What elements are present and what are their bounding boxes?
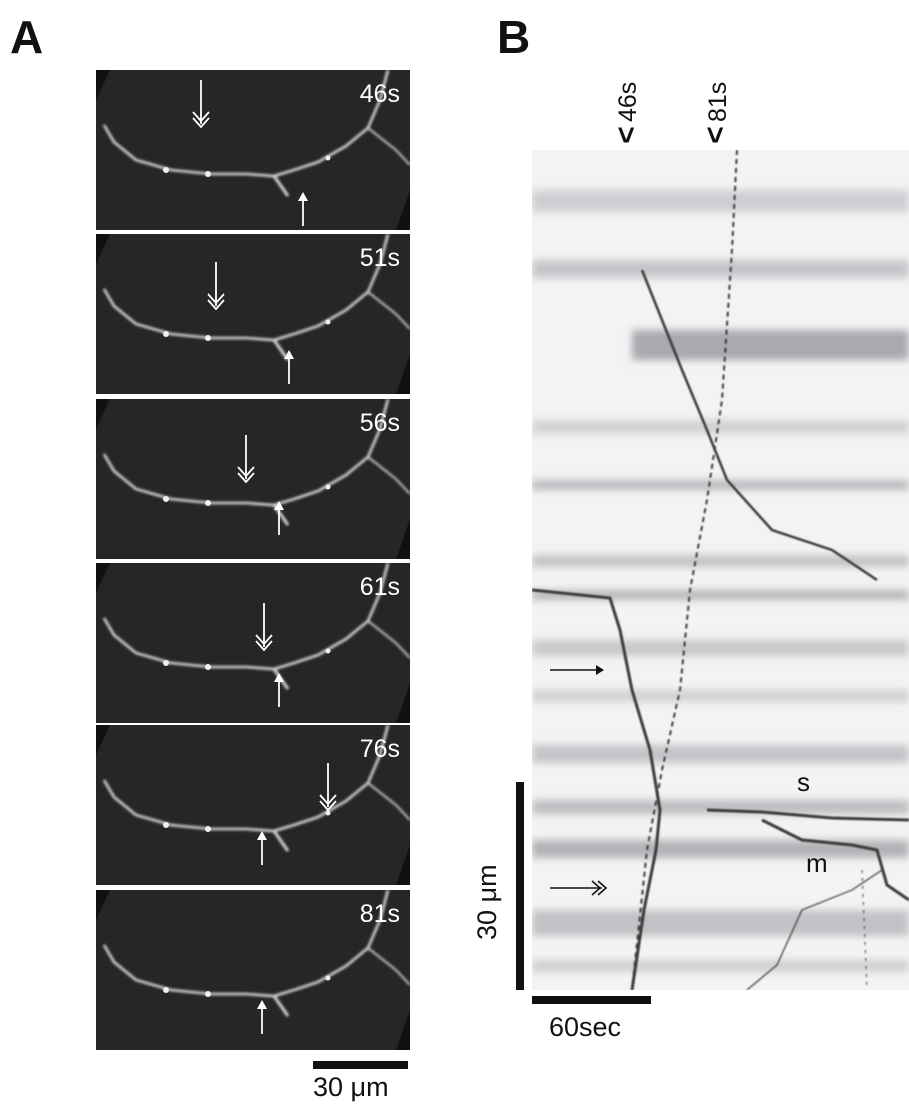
frame-time-label: 46s [359,80,400,108]
panel-a-frame: 76s [96,725,410,885]
kymo-top-label-46s: 46s [614,81,642,122]
frame-image [96,70,410,230]
single-arrow-icon [274,673,284,707]
single-arrow-icon [274,501,284,535]
kymo-background-bands [532,190,909,972]
kymo-track-upper [640,269,878,582]
kymo-track-faint [746,869,883,990]
frame-time-label: 81s [359,900,400,928]
panel-a-frame: 51s [96,234,410,394]
single-arrow-icon [257,1000,267,1034]
frame-image [96,234,410,394]
double-arrow-icon [255,603,273,652]
frame-time-label: 56s [359,409,400,437]
panel-a-scale-label: 30 μm [313,1072,389,1102]
kymo-track-double-arrow [631,150,738,990]
kymo-horizontal-scale-bar [532,996,651,1004]
kymo-arrows [550,665,608,896]
double-arrow-icon [207,262,225,311]
kymo-top-label-81s: 81s [704,81,732,122]
panel-a-frame: 81s [96,890,410,1050]
frame-time-label: 51s [359,244,400,272]
frame-image [96,725,410,885]
panel-a-letter: A [10,11,44,63]
double-arrow-icon [237,435,255,484]
single-arrow-icon [298,192,308,226]
panel-a-frame: 61s [96,563,410,723]
kymo-tracks [532,150,909,990]
panel-b-letter: B [497,11,531,63]
double-arrow-icon [192,80,210,129]
frame-time-label: 61s [359,573,400,601]
kymo-track-s [706,808,909,822]
frame-time-label: 76s [359,735,400,763]
frame-image [96,890,410,1050]
kymo-double-arrowhead-icon [591,880,608,896]
kymo-track-diagonal-arrow [532,588,662,990]
kymo-track-m [761,818,909,902]
frame-image [96,563,410,723]
frame-image [96,399,410,559]
caret-icon-81s: < [698,126,732,144]
kymo-horizontal-scale-label: 60sec [549,1012,622,1042]
kymo-label-s: s [797,767,810,797]
panel-a-frame: 56s [96,399,410,559]
caret-icon-46s: < [609,126,643,144]
single-arrow-icon [257,831,267,865]
panel-a-scale-bar [313,1061,408,1069]
single-arrow-icon [284,350,294,384]
kymo-vertical-scale-bar [516,782,524,990]
double-arrow-icon [319,763,337,812]
panel-a-frame: 46s [96,70,410,230]
kymo-label-m: m [806,848,828,878]
kymo-vertical-scale-label: 30 μm [472,864,502,940]
kymograph-svg [532,150,909,990]
kymograph-image [532,150,909,990]
kymo-single-arrowhead-icon [596,665,604,675]
